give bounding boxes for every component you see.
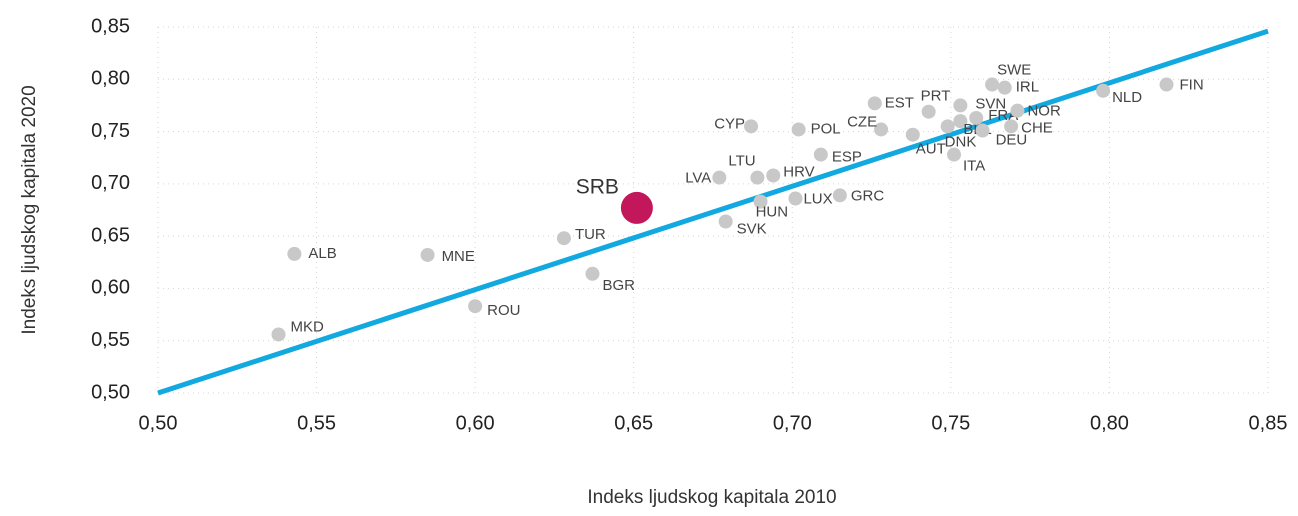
point [744, 119, 759, 134]
trend-line [157, 28, 1269, 396]
y-tick-label: 0,85 [91, 15, 130, 37]
x-tick-label: 0,80 [1090, 412, 1129, 434]
point [585, 266, 600, 281]
point [867, 96, 882, 111]
point [712, 170, 727, 185]
point-label: POL [811, 120, 841, 137]
point [997, 80, 1012, 95]
x-tick-label: 0,70 [773, 412, 812, 434]
y-tick-label: 0,50 [91, 381, 130, 403]
point [921, 104, 936, 119]
point [556, 231, 571, 246]
point-label: LTU [728, 153, 755, 170]
point-label: DNK [945, 133, 977, 150]
y-tick-label: 0,80 [91, 68, 130, 90]
point [1159, 77, 1174, 92]
point [750, 170, 765, 185]
point-label: ALB [308, 245, 336, 262]
point [791, 122, 806, 137]
point [420, 247, 435, 262]
x-tick-label: 0,55 [297, 412, 336, 434]
point-label: PRT [921, 88, 951, 105]
point [1096, 83, 1111, 98]
point [940, 119, 955, 134]
point [953, 98, 968, 113]
point-label: CHE [1021, 119, 1053, 136]
point [718, 214, 733, 229]
point-label: AUT [916, 141, 946, 158]
y-axis-label: Indeks ljudskog kapitala 2020 [19, 85, 40, 334]
y-tick-label: 0,60 [91, 277, 130, 299]
point [620, 191, 653, 224]
y-tick-label: 0,55 [91, 329, 130, 351]
point [832, 188, 847, 203]
point [905, 127, 920, 142]
point-label: SWE [997, 61, 1031, 78]
point [287, 246, 302, 261]
point [1010, 103, 1025, 118]
point-label: ITA [963, 158, 985, 175]
x-tick-label: 0,85 [1249, 412, 1288, 434]
point [753, 194, 768, 209]
x-tick-label: 0,65 [614, 412, 653, 434]
point-label: HUN [756, 204, 789, 221]
x-tick-label: 0,75 [931, 412, 970, 434]
point-label: CYP [714, 115, 745, 132]
point-label: GRC [851, 187, 885, 204]
point [813, 147, 828, 162]
point [953, 114, 968, 129]
x-axis-label: Indeks ljudskog kapitala 2010 [587, 487, 836, 508]
point-label: EST [885, 94, 914, 111]
point-label: SVK [737, 220, 767, 237]
x-tick-label: 0,60 [456, 412, 495, 434]
point [874, 122, 889, 137]
point-label: MKD [291, 318, 325, 335]
point [468, 299, 483, 314]
point [1004, 119, 1019, 134]
point-label: BGR [602, 277, 635, 294]
y-tick-label: 0,70 [91, 172, 130, 194]
point-label: SVN [975, 95, 1006, 112]
x-tick-label: 0,50 [139, 412, 178, 434]
point-label: NOR [1027, 103, 1061, 120]
y-tick-label: 0,75 [91, 120, 130, 142]
point-label: FIN [1180, 76, 1204, 93]
point [766, 168, 781, 183]
point-label: NLD [1112, 89, 1142, 106]
point [975, 123, 990, 138]
point-label: LUX [803, 190, 832, 207]
point-label: LVA [685, 170, 711, 187]
point-label: TUR [575, 226, 606, 243]
point-label: ROU [487, 302, 520, 319]
y-tick-label: 0,65 [91, 224, 130, 246]
point [947, 147, 962, 162]
point-label: HRV [783, 163, 814, 180]
point-label: MNE [442, 248, 475, 265]
point [788, 191, 803, 206]
point-label: DEU [996, 131, 1028, 148]
point-label: ESP [832, 149, 862, 166]
point [271, 327, 286, 342]
point-label: SRB [576, 175, 619, 198]
point [969, 110, 984, 125]
point [985, 77, 1000, 92]
point-label: IRL [1016, 79, 1039, 96]
point-label: CZE [847, 113, 877, 130]
